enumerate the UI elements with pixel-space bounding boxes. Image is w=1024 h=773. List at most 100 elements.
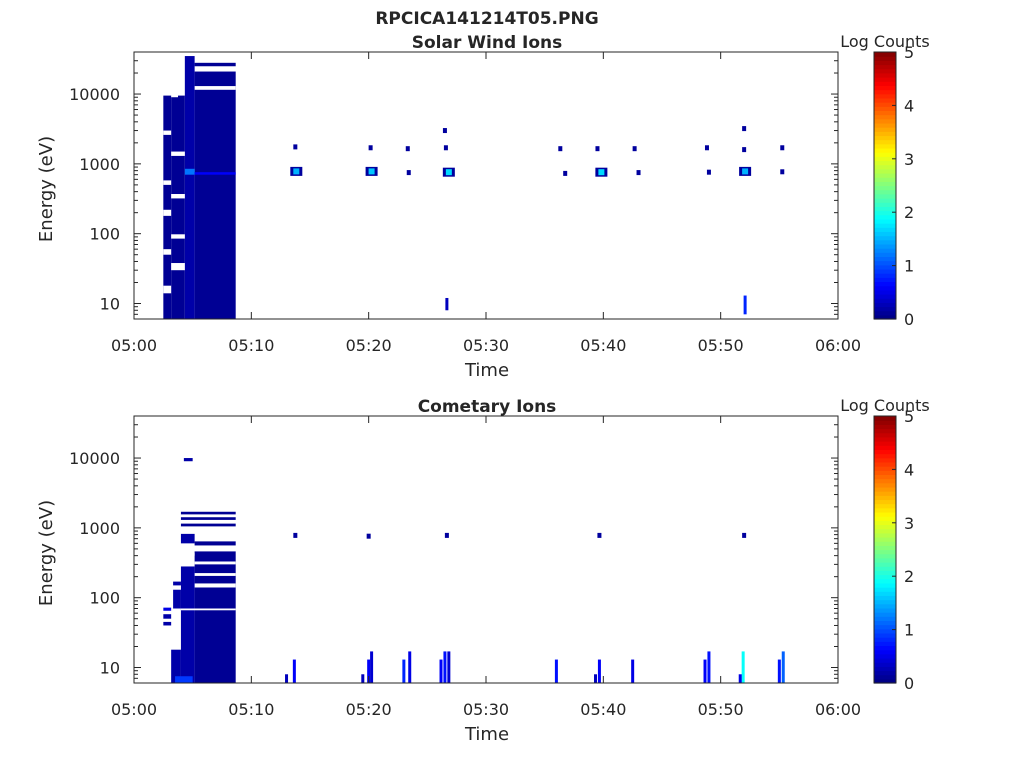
colorbar-swatch bbox=[874, 420, 896, 425]
data-gap bbox=[171, 263, 185, 271]
data-spot bbox=[706, 169, 711, 175]
x-tick-label: 06:00 bbox=[815, 336, 861, 355]
colorbar-swatch bbox=[874, 557, 896, 563]
colorbar-swatch bbox=[874, 102, 896, 107]
x-tick-label: 05:40 bbox=[580, 336, 626, 355]
data-block bbox=[183, 458, 193, 462]
data-block bbox=[173, 581, 181, 586]
panel-title-solar-wind-ions: Solar Wind Ions bbox=[412, 33, 563, 53]
colorbar-tick-label: 2 bbox=[904, 203, 914, 222]
colorbar-swatch bbox=[874, 193, 896, 199]
colorbar-swatch bbox=[874, 662, 896, 667]
colorbar-swatch bbox=[874, 445, 896, 450]
data-spot-core bbox=[598, 169, 605, 176]
x-tick-label: 05:10 bbox=[228, 700, 274, 719]
colorbar-swatch bbox=[874, 64, 896, 70]
data-spot bbox=[442, 128, 447, 134]
x-tick-label: 05:10 bbox=[228, 336, 274, 355]
data-gap bbox=[171, 194, 185, 199]
data-block bbox=[171, 649, 181, 683]
colorbar-swatch bbox=[874, 599, 896, 605]
data-line bbox=[743, 295, 747, 315]
data-line bbox=[597, 659, 601, 683]
colorbar-swatch bbox=[874, 293, 896, 299]
data-block bbox=[180, 566, 195, 683]
colorbar-swatch bbox=[874, 620, 896, 626]
data-gap bbox=[163, 249, 172, 255]
data-spot bbox=[636, 170, 641, 176]
data-gap bbox=[171, 234, 185, 239]
y-axis-label-solar-wind: Energy (eV) bbox=[36, 136, 57, 242]
colorbar-solar-wind: 0 1 2 3 4 5 bbox=[873, 43, 914, 329]
data-gap bbox=[163, 285, 172, 294]
y-tick-label: 10000 bbox=[69, 85, 120, 104]
data-block bbox=[163, 621, 172, 626]
colorbar-swatch bbox=[874, 628, 896, 634]
colorbar-swatch bbox=[874, 231, 896, 237]
data-line bbox=[777, 659, 781, 683]
data-line bbox=[285, 674, 289, 683]
colorbar-swatch bbox=[874, 653, 896, 659]
data-spot bbox=[406, 170, 411, 176]
data-spot bbox=[366, 533, 371, 539]
data-spot bbox=[368, 145, 373, 151]
colorbar-swatch bbox=[874, 110, 896, 116]
colorbar-swatch bbox=[874, 135, 896, 141]
colorbar-swatch bbox=[874, 314, 896, 320]
colorbar-swatch bbox=[874, 127, 896, 132]
data-block bbox=[163, 614, 172, 619]
data-line bbox=[703, 659, 707, 683]
axes-cometary: 05:00 05:10 05:20 05:30 05:40 05:50 06:00 10 100… bbox=[69, 415, 861, 719]
colorbar-swatch bbox=[874, 574, 896, 580]
data-spot bbox=[742, 147, 747, 153]
colorbar-swatch bbox=[874, 218, 896, 224]
colorbar-swatch bbox=[874, 239, 896, 245]
colorbar-swatch bbox=[874, 457, 896, 463]
data-block bbox=[194, 541, 236, 546]
colorbar-swatch bbox=[874, 520, 896, 526]
colorbar-swatch bbox=[874, 152, 896, 157]
plot-frame bbox=[133, 51, 839, 320]
colorbar-swatch bbox=[874, 72, 896, 78]
colorbar-swatch bbox=[874, 77, 896, 82]
colorbar-swatch bbox=[874, 470, 896, 476]
colorbar-swatch bbox=[874, 172, 896, 178]
data-spot bbox=[742, 532, 747, 538]
data-block bbox=[184, 168, 195, 175]
colorbar-tick-label: 5 bbox=[904, 407, 914, 426]
colorbar-swatch bbox=[874, 624, 896, 630]
data-block bbox=[194, 551, 236, 683]
data-gap bbox=[194, 86, 236, 90]
colorbar-swatch bbox=[874, 595, 896, 601]
spectrogram-cometary bbox=[163, 458, 785, 683]
colorbar-swatch bbox=[874, 223, 896, 228]
colorbar-swatch bbox=[874, 562, 896, 567]
colorbar-tick-label: 1 bbox=[904, 621, 914, 640]
data-line bbox=[707, 651, 711, 683]
colorbar-swatch bbox=[874, 81, 896, 86]
x-tick-label: 05:20 bbox=[346, 336, 392, 355]
colorbar-swatch bbox=[874, 511, 896, 517]
colorbar-tick-label: 4 bbox=[904, 96, 914, 115]
colorbar-tick-label: 5 bbox=[904, 43, 914, 62]
colorbar-swatch bbox=[874, 441, 896, 446]
colorbar-swatch bbox=[874, 641, 896, 647]
data-block bbox=[194, 71, 236, 319]
data-spot bbox=[595, 146, 600, 152]
data-gap bbox=[194, 573, 236, 576]
data-spot bbox=[293, 532, 298, 538]
colorbar-cometary: 0 1 2 3 4 5 bbox=[873, 407, 914, 693]
data-block bbox=[180, 511, 236, 515]
y-tick-label: 10 bbox=[100, 295, 120, 314]
data-gap bbox=[163, 180, 172, 185]
colorbar-swatch bbox=[874, 428, 896, 434]
colorbar-swatch bbox=[874, 524, 896, 530]
cometary-ions-panel: Cometary Ions 05:00 05:10 05:20 05:30 05:40 0… bbox=[36, 396, 930, 745]
colorbar-swatch bbox=[874, 549, 896, 555]
x-tick-label: 05:00 bbox=[111, 700, 157, 719]
colorbar-tick-label: 3 bbox=[904, 150, 914, 169]
colorbar-swatch bbox=[874, 612, 896, 617]
data-block bbox=[180, 517, 236, 520]
colorbar-label-solar-wind: Log Counts bbox=[840, 32, 930, 51]
colorbar-swatch bbox=[874, 56, 896, 61]
